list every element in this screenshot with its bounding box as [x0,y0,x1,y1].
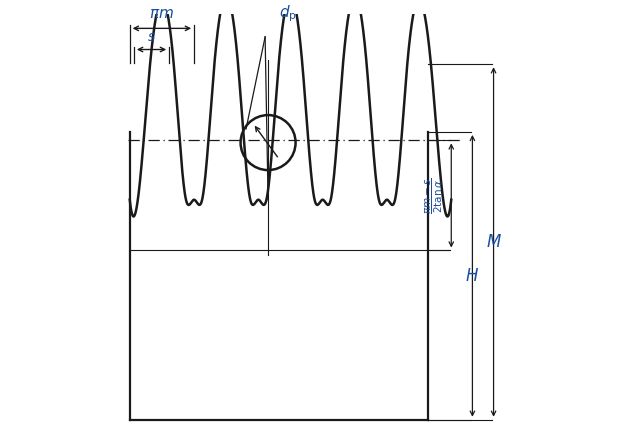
Text: $\pi m$: $\pi m$ [149,6,174,21]
Text: $d_{\rm p}$: $d_{\rm p}$ [279,4,298,24]
Text: $M$: $M$ [486,233,502,251]
Text: $\dfrac{\pi m - s}{2\tan\alpha}$: $\dfrac{\pi m - s}{2\tan\alpha}$ [424,177,445,214]
Text: $s$: $s$ [147,30,156,44]
Text: $H$: $H$ [466,267,480,285]
